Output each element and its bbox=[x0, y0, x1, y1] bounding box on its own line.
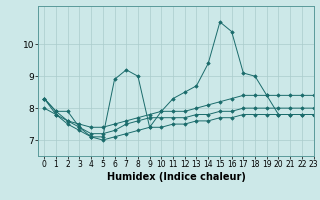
X-axis label: Humidex (Indice chaleur): Humidex (Indice chaleur) bbox=[107, 172, 245, 182]
